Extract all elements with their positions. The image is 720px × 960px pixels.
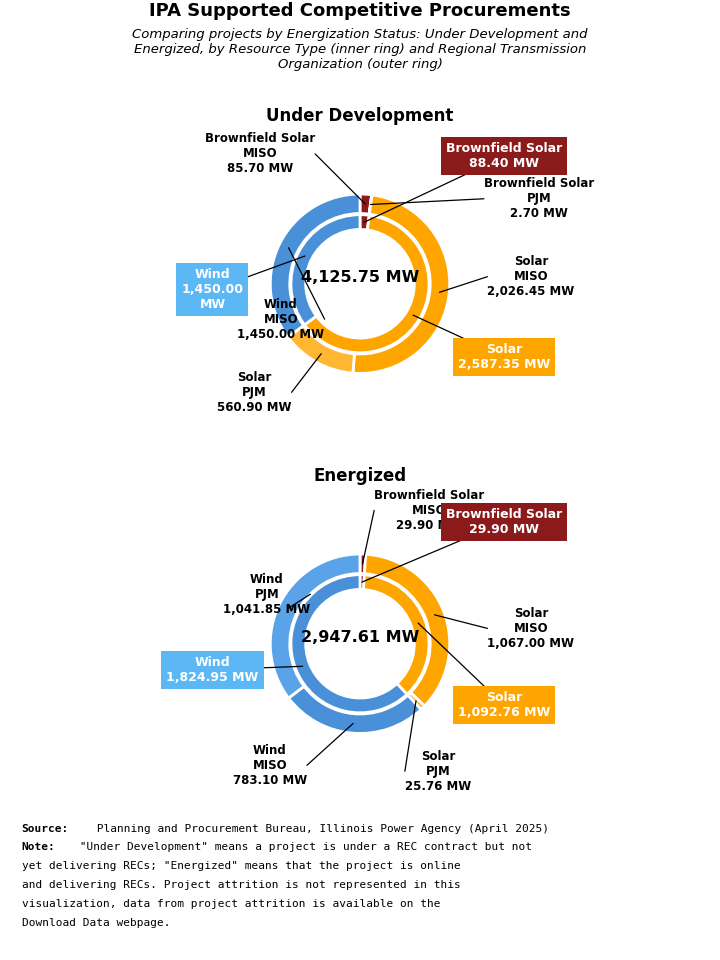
Text: Under Development: Under Development xyxy=(266,107,454,125)
Text: Comparing projects by Energization Status: Under Development and
Energized, by R: Comparing projects by Energization Statu… xyxy=(132,28,588,71)
Text: and delivering RECs. Project attrition is not represented in this: and delivering RECs. Project attrition i… xyxy=(22,880,460,890)
Text: Planning and Procurement Bureau, Illinois Power Agency (April 2025): Planning and Procurement Bureau, Illinoi… xyxy=(90,824,549,833)
Wedge shape xyxy=(270,554,360,698)
Wedge shape xyxy=(291,215,360,324)
Text: visualization, data from project attrition is available on the: visualization, data from project attriti… xyxy=(22,899,440,909)
Text: Solar
2,587.35 MW: Solar 2,587.35 MW xyxy=(458,343,550,371)
Text: 2,947.61 MW: 2,947.61 MW xyxy=(301,631,419,645)
Text: Solar
PJM
560.90 MW: Solar PJM 560.90 MW xyxy=(217,371,292,414)
Text: Solar
PJM
25.76 MW: Solar PJM 25.76 MW xyxy=(405,750,471,793)
Wedge shape xyxy=(360,215,369,230)
Text: Solar
MISO
2,026.45 MW: Solar MISO 2,026.45 MW xyxy=(487,255,575,299)
Text: yet delivering RECs; "Energized" means that the project is online: yet delivering RECs; "Energized" means t… xyxy=(22,861,460,871)
Text: Brownfield Solar
88.40 MW: Brownfield Solar 88.40 MW xyxy=(446,142,562,170)
Text: "Under Development" means a project is under a REC contract but not: "Under Development" means a project is u… xyxy=(73,842,531,852)
Text: Brownfield Solar
MISO
29.90 MW: Brownfield Solar MISO 29.90 MW xyxy=(374,489,485,532)
Wedge shape xyxy=(353,195,450,373)
Text: Solar
1,092.76 MW: Solar 1,092.76 MW xyxy=(458,691,550,719)
Text: Wind
MISO
1,450.00 MW: Wind MISO 1,450.00 MW xyxy=(238,298,325,341)
Text: Wind
1,450.00
MW: Wind 1,450.00 MW xyxy=(181,268,243,311)
Wedge shape xyxy=(364,554,450,706)
Text: Note:: Note: xyxy=(22,842,55,852)
Text: IPA Supported Competitive Procurements: IPA Supported Competitive Procurements xyxy=(149,2,571,20)
Wedge shape xyxy=(291,575,407,712)
Wedge shape xyxy=(360,575,364,589)
Wedge shape xyxy=(364,575,429,694)
Wedge shape xyxy=(408,692,425,709)
Wedge shape xyxy=(360,554,366,574)
Text: Wind
PJM
1,041.85 MW: Wind PJM 1,041.85 MW xyxy=(223,573,310,615)
Text: Solar
MISO
1,067.00 MW: Solar MISO 1,067.00 MW xyxy=(487,607,575,650)
Text: Brownfield Solar
MISO
85.70 MW: Brownfield Solar MISO 85.70 MW xyxy=(205,132,315,176)
Wedge shape xyxy=(288,325,354,373)
Wedge shape xyxy=(360,194,372,214)
Text: Brownfield Solar
29.90 MW: Brownfield Solar 29.90 MW xyxy=(446,508,562,537)
Text: Wind
MISO
783.10 MW: Wind MISO 783.10 MW xyxy=(233,744,307,787)
Text: Download Data webpage.: Download Data webpage. xyxy=(22,918,170,927)
Text: 4,125.75 MW: 4,125.75 MW xyxy=(301,271,419,285)
Wedge shape xyxy=(369,195,372,214)
Text: Energized: Energized xyxy=(313,467,407,485)
Text: Wind
1,824.95 MW: Wind 1,824.95 MW xyxy=(166,656,258,684)
Text: Source:: Source: xyxy=(22,824,69,833)
Text: Brownfield Solar
PJM
2.70 MW: Brownfield Solar PJM 2.70 MW xyxy=(484,178,594,220)
Wedge shape xyxy=(289,686,421,733)
Wedge shape xyxy=(305,215,429,352)
Wedge shape xyxy=(270,194,360,337)
